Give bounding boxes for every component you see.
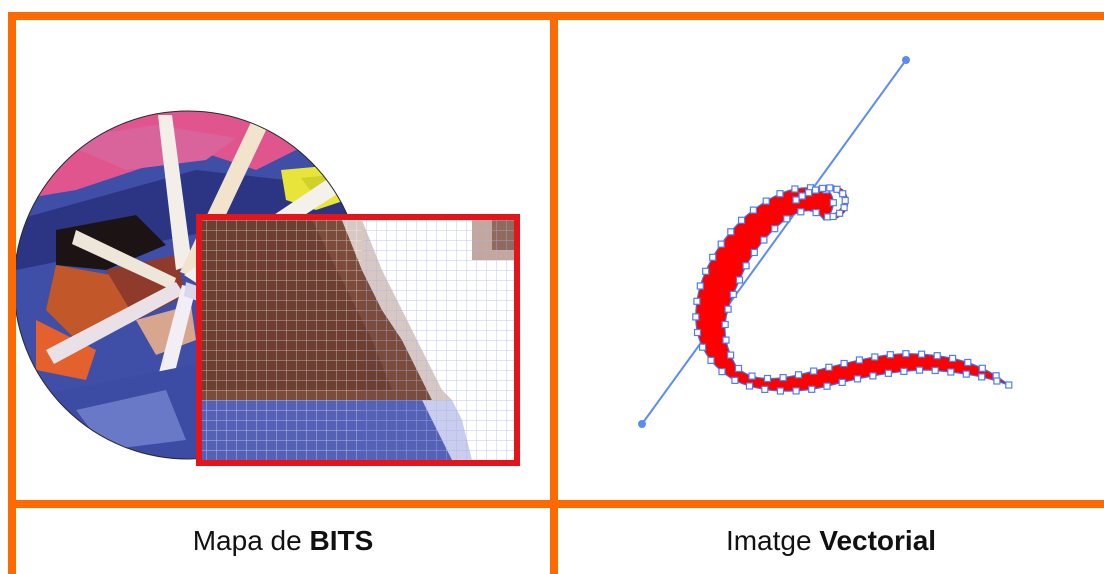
anchor-point xyxy=(762,197,770,205)
anchor-point xyxy=(717,240,725,248)
anchor-point xyxy=(776,190,784,198)
anchor-point xyxy=(750,248,758,257)
anchor-point xyxy=(915,366,924,374)
anchor-point xyxy=(884,369,892,377)
anchor-point xyxy=(886,351,894,359)
anchor-point xyxy=(771,225,779,233)
caption-vector-normal: Imatge xyxy=(725,525,812,556)
anchor-point xyxy=(692,313,700,321)
anchor-point xyxy=(829,212,837,221)
anchor-point xyxy=(742,262,750,270)
anchor-point xyxy=(933,352,941,360)
anchor-point xyxy=(699,343,707,351)
anchor-point xyxy=(918,350,926,358)
anchor-point xyxy=(779,374,787,382)
anchor-point xyxy=(794,371,803,379)
caption-vector: Imatge Vectorial xyxy=(558,508,1104,574)
anchor-point xyxy=(727,228,735,236)
anchor-point xyxy=(836,209,844,217)
anchor-point xyxy=(718,368,726,376)
anchor-point xyxy=(855,356,863,364)
anchor-point xyxy=(931,366,939,375)
anchor-point xyxy=(1005,381,1013,389)
anchor-point xyxy=(748,372,756,380)
anchor-point xyxy=(833,185,841,193)
anchor-point xyxy=(693,328,702,337)
anchor-point xyxy=(791,185,799,193)
anchor-point xyxy=(853,375,862,383)
anchor-point xyxy=(962,370,970,378)
anchor-point xyxy=(696,282,704,290)
anchor-point xyxy=(811,186,820,194)
anchor-point xyxy=(735,276,744,284)
anchor-point xyxy=(808,385,816,393)
anchor-point xyxy=(902,350,910,358)
anchor-point xyxy=(993,377,1001,385)
anchor-point xyxy=(693,297,701,305)
anchor-point xyxy=(737,216,746,224)
anchor-point xyxy=(798,192,806,200)
anchor-point xyxy=(838,378,846,386)
vector-panel xyxy=(558,20,1104,500)
anchor-point xyxy=(823,382,831,390)
anchor-point xyxy=(729,290,737,298)
caption-bitmap: Mapa de BITS xyxy=(16,508,550,574)
caption-bitmap-bold: BITS xyxy=(309,525,374,556)
anchor-point xyxy=(745,382,754,390)
frame-left xyxy=(8,12,16,574)
bezier-handle-end xyxy=(902,56,910,64)
anchor-point xyxy=(947,368,955,376)
anchor-point xyxy=(763,374,772,383)
vector-curve-icon xyxy=(638,56,1013,428)
anchor-point xyxy=(709,253,717,261)
bezier-handle-line xyxy=(641,59,907,425)
anchor-point xyxy=(841,196,849,205)
anchor-point xyxy=(724,305,732,313)
anchor-point xyxy=(722,336,730,344)
anchor-point xyxy=(776,387,784,395)
anchor-point xyxy=(819,184,827,192)
anchor-point xyxy=(727,351,735,359)
anchor-point xyxy=(810,367,818,375)
anchor-point xyxy=(731,376,739,384)
anchor-point xyxy=(839,190,847,198)
anchor-point xyxy=(805,189,813,197)
anchor-point xyxy=(964,358,972,367)
anchor-point xyxy=(702,267,710,275)
anchor-point xyxy=(812,209,820,217)
anchor-point xyxy=(900,367,908,375)
anchor-point xyxy=(734,364,743,373)
frame-divider xyxy=(8,500,1104,508)
anchor-point xyxy=(978,373,986,381)
anchor-point xyxy=(840,359,848,368)
vector-anchor-points xyxy=(692,184,1013,395)
anchor-point xyxy=(825,363,833,371)
anchor-point xyxy=(792,387,800,395)
bitmap-panel xyxy=(16,20,550,500)
anchor-point xyxy=(797,208,805,216)
anchor-point xyxy=(721,320,729,329)
anchor-point xyxy=(871,353,879,361)
anchor-point xyxy=(707,356,715,364)
bezier-handle-start xyxy=(638,420,646,428)
anchor-point xyxy=(761,385,769,393)
anchor-point xyxy=(978,364,986,372)
frame-middle xyxy=(550,12,558,574)
anchor-point xyxy=(840,204,848,212)
anchor-point xyxy=(760,236,768,244)
bitmap-icon xyxy=(16,110,520,466)
anchor-point xyxy=(749,206,757,214)
anchor-point xyxy=(869,372,877,380)
caption-bitmap-normal: Mapa de xyxy=(192,525,302,556)
caption-vector-bold: Vectorial xyxy=(819,525,937,556)
anchor-point xyxy=(792,196,800,204)
anchor-point xyxy=(826,184,834,192)
anchor-point xyxy=(783,215,791,223)
anchor-point xyxy=(949,354,957,362)
bitmap-zoom-box xyxy=(196,214,520,466)
anchor-point xyxy=(829,199,837,207)
